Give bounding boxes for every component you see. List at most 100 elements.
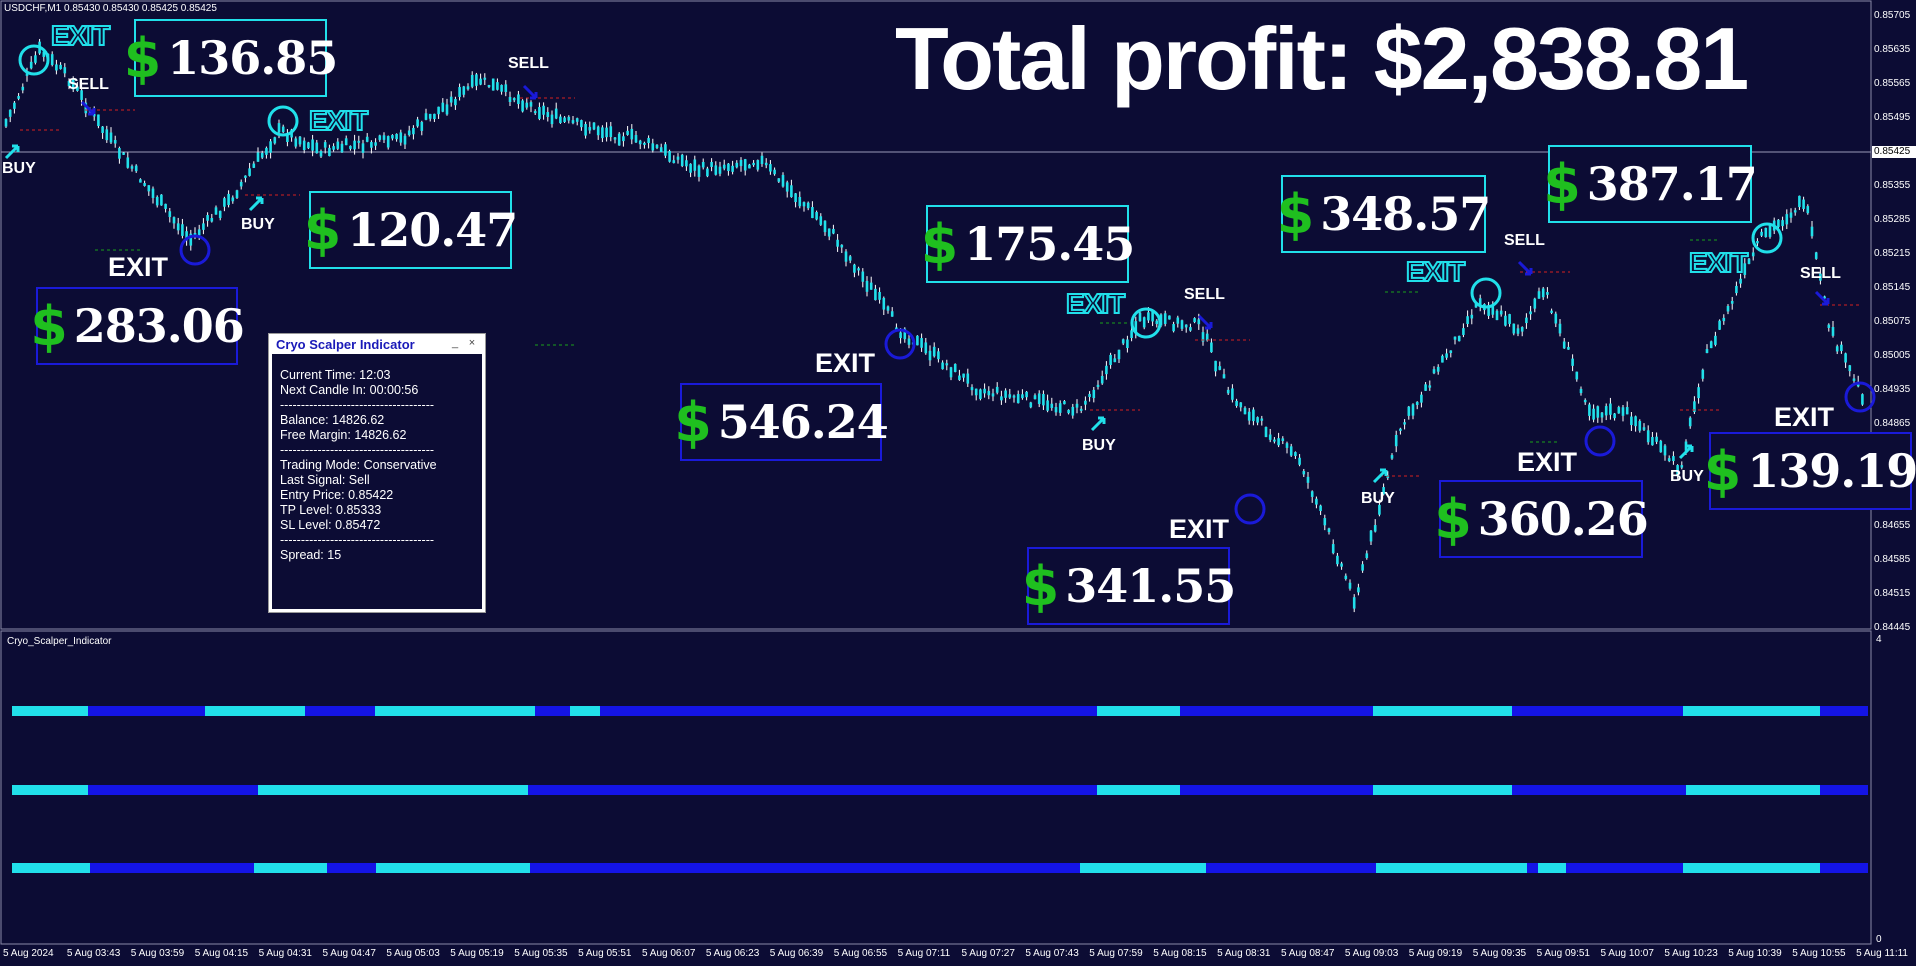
- histogram-active-segment: [1080, 863, 1206, 873]
- candle-body: [575, 118, 579, 122]
- candle-body: [1323, 518, 1327, 526]
- time-tick-label: 5 Aug 09:51: [1536, 948, 1590, 959]
- candle-body: [1651, 437, 1654, 446]
- candle-body: [336, 141, 340, 149]
- candle-body: [1718, 320, 1721, 330]
- candle-body: [349, 145, 352, 149]
- candle-body: [1256, 417, 1259, 423]
- candle-body: [1264, 426, 1268, 438]
- panel-title-bar[interactable]: Cryo Scalper Indicator _ ×: [269, 334, 485, 354]
- candle-body: [1134, 321, 1138, 333]
- buy-signal-label: BUY: [241, 216, 275, 233]
- candle-body: [294, 138, 298, 147]
- candle-body: [277, 123, 281, 133]
- candle-body: [937, 351, 940, 360]
- price-tick-label: 0.84865: [1874, 418, 1911, 429]
- minimize-icon[interactable]: _: [451, 337, 459, 349]
- candle-body: [97, 114, 100, 127]
- candle-body: [1126, 339, 1129, 349]
- candle-body: [1285, 443, 1289, 448]
- candle-body: [139, 179, 142, 183]
- price-tick-label: 0.85005: [1874, 350, 1911, 361]
- candle-body: [130, 166, 134, 169]
- candle-body: [983, 388, 986, 394]
- candle-body: [655, 144, 659, 149]
- candle-body: [1243, 407, 1247, 415]
- candle-body: [235, 190, 239, 198]
- candle-body: [979, 389, 982, 399]
- candle-body: [1491, 305, 1495, 315]
- close-icon[interactable]: ×: [468, 337, 476, 349]
- candle-body: [382, 135, 386, 140]
- candle-body: [1289, 446, 1293, 456]
- candle-body: [1495, 310, 1499, 321]
- candle-body: [1096, 384, 1100, 388]
- candle-body: [882, 297, 886, 310]
- candle-body: [886, 306, 890, 311]
- candle-body: [1050, 403, 1054, 408]
- candle-body: [773, 169, 776, 175]
- histogram-active-segment: [12, 706, 88, 716]
- candle-body: [42, 51, 46, 57]
- dollar-icon: $: [303, 198, 342, 262]
- candle-body: [63, 67, 67, 74]
- sell-arrow-icon: [1517, 260, 1533, 276]
- histogram-active-segment: [254, 863, 327, 873]
- candle-body: [1365, 553, 1369, 559]
- candle-body: [794, 193, 797, 203]
- candle-body: [1588, 404, 1591, 416]
- candle-body: [71, 78, 75, 90]
- candle-body: [1596, 406, 1600, 418]
- histogram-row: [12, 706, 1868, 716]
- profit-box: $ 120.47: [304, 191, 518, 269]
- candle-body: [1348, 582, 1352, 589]
- candle-body: [563, 117, 566, 123]
- candle-body: [1659, 440, 1663, 453]
- buy-arrow-icon: [1372, 468, 1388, 484]
- candle-body: [1714, 335, 1717, 345]
- entry-price: Entry Price: 0.85422: [280, 488, 394, 502]
- candle-body: [878, 292, 881, 300]
- candle-body: [214, 207, 218, 215]
- candle-body: [353, 140, 356, 150]
- candle-body: [802, 202, 806, 207]
- histogram-active-segment: [1097, 706, 1180, 716]
- indicator-panel[interactable]: Cryo Scalper Indicator _ × Current Time:…: [268, 333, 486, 613]
- candle-body: [210, 218, 214, 222]
- candle-body: [391, 135, 394, 139]
- candle-body: [487, 85, 491, 88]
- candle-body: [1420, 394, 1423, 403]
- time-tick-label: 5 Aug 03:59: [130, 948, 185, 959]
- candle-body: [1415, 401, 1419, 406]
- candle-body: [1058, 403, 1062, 413]
- sell-arrow-icon: [522, 84, 538, 100]
- time-tick-label: 5 Aug 08:47: [1281, 948, 1335, 959]
- candle-body: [1084, 400, 1087, 405]
- candle-body: [689, 163, 692, 173]
- price-tick-label: 0.84515: [1874, 588, 1911, 599]
- candle-body: [1012, 395, 1016, 398]
- candle-body: [1042, 394, 1045, 406]
- dollar-icon: $: [123, 26, 162, 90]
- candle-body: [437, 106, 440, 115]
- buy-signal-label: BUY: [2, 160, 36, 177]
- time-tick-label: 5 Aug 09:35: [1472, 948, 1527, 959]
- candle-body: [752, 162, 755, 166]
- time-tick-label: 5 Aug 10:07: [1600, 948, 1654, 959]
- candle-body: [991, 393, 995, 397]
- candle-body: [1025, 391, 1028, 398]
- candle-body: [1079, 408, 1083, 411]
- candle-body: [55, 64, 58, 71]
- candle-body: [1000, 396, 1003, 401]
- time-tick-label: 5 Aug 09:03: [1344, 948, 1399, 959]
- next-candle: Next Candle In: 00:00:56: [280, 383, 419, 397]
- candle-body: [672, 160, 676, 164]
- candle-body: [756, 160, 760, 170]
- candle-body: [739, 160, 743, 167]
- candle-body: [311, 139, 314, 151]
- candle-body: [769, 164, 772, 172]
- candle-body: [1063, 401, 1066, 405]
- candle-body: [916, 335, 919, 346]
- candle-body: [1054, 407, 1058, 413]
- candle-body: [953, 363, 957, 372]
